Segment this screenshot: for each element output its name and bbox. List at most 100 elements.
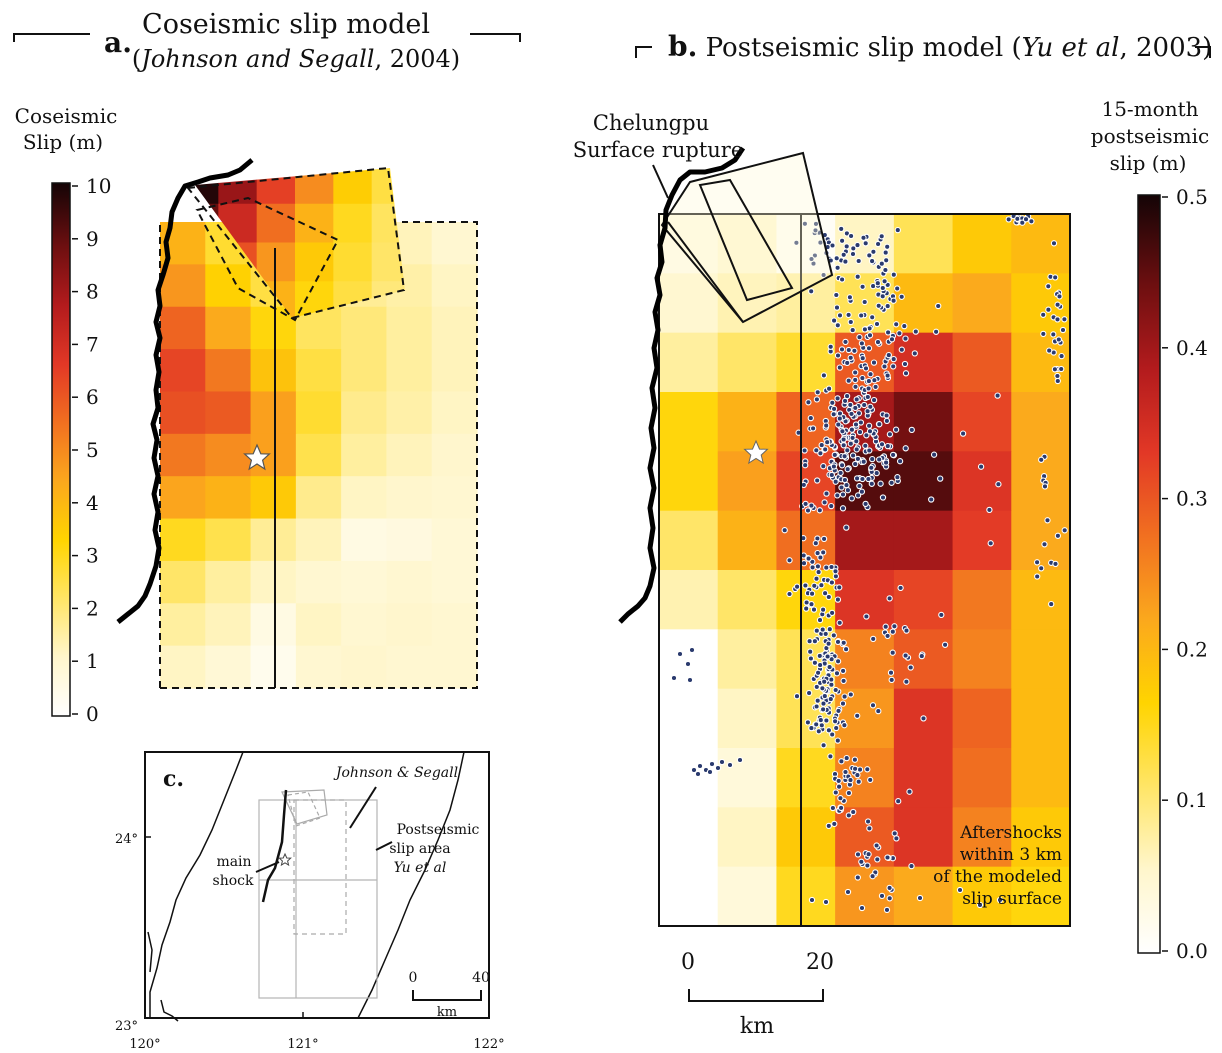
colorbar-a-tick-label: 9 xyxy=(86,227,99,251)
aftershock-dot xyxy=(847,776,854,784)
postseismic-slip-cell xyxy=(659,510,719,571)
aftershock-dot xyxy=(894,474,901,481)
aftershock-dot xyxy=(1040,311,1047,318)
colorbar-b-ticks: 0.5 0.4 0.3 0.2 0.1 0.0 xyxy=(1162,185,1208,963)
aftershock-dot xyxy=(804,719,812,726)
aftershock-dot xyxy=(847,401,854,409)
postseismic-slip-cell xyxy=(717,807,778,868)
aftershock-dot xyxy=(986,506,993,514)
aftershock-dot xyxy=(888,479,895,486)
colorbar-a-tick-label: 8 xyxy=(86,280,99,304)
aftershock-dot xyxy=(838,276,846,283)
panel-a: a. Coseismic slip model (Johnson and Seg… xyxy=(13,9,521,726)
aftershock-dot xyxy=(977,463,985,470)
aftershock-dot xyxy=(861,326,869,333)
postseismic-slip-cell xyxy=(659,332,719,393)
panel-a-citation-authors: Johnson and Segall xyxy=(136,45,374,73)
aftershock-dot xyxy=(828,563,835,571)
panel-a-citation-year: , 2004) xyxy=(374,45,460,73)
aftershock-dot xyxy=(867,403,874,410)
inset-fault-outlines xyxy=(258,789,378,999)
aftershock-dot xyxy=(854,771,861,779)
aftershock-dot xyxy=(884,372,891,379)
colorbar-a-tick-label: 0 xyxy=(86,702,99,726)
postseismic-slip-cell xyxy=(1011,807,1071,868)
aftershock-dot xyxy=(890,363,897,370)
postseismic-slip-cell xyxy=(717,392,778,452)
coseismic-slip-cell xyxy=(386,518,433,562)
aftershock-dot xyxy=(888,336,896,343)
aftershock-dot xyxy=(807,655,815,662)
aftershock-dot xyxy=(844,888,852,896)
aftershock-dot xyxy=(1028,218,1035,225)
aftershock-dot xyxy=(901,322,908,330)
scale-b-tick-0: 0 xyxy=(681,950,695,975)
coseismic-slip-cell xyxy=(386,391,433,435)
aftershock-dot xyxy=(879,494,887,501)
postseismic-slip-cell xyxy=(893,570,954,630)
aftershock-dot xyxy=(718,758,726,766)
aftershock-dot xyxy=(868,257,876,265)
aftershock-dot xyxy=(820,271,827,279)
aftershock-dot xyxy=(859,374,866,382)
aftershock-dot xyxy=(736,756,744,764)
aftershock-dot xyxy=(854,492,862,499)
aftershock-dot xyxy=(932,328,940,335)
aftershock-dot xyxy=(866,447,873,454)
coseismic-slip-cell xyxy=(431,476,478,520)
inset-lon-label-120: 120° xyxy=(129,1037,160,1052)
postseismic-slip-cell xyxy=(776,866,836,927)
aftershock-dot xyxy=(1005,216,1012,223)
aftershock-dot xyxy=(873,320,881,328)
colorbar-a-tick-label: 6 xyxy=(86,385,99,409)
aftershock-dot xyxy=(827,753,834,760)
postseismic-slip-cell xyxy=(717,510,778,571)
aftershock-dot xyxy=(882,623,889,630)
aftershock-dot xyxy=(855,778,862,785)
coseismic-slip-cell xyxy=(295,391,342,435)
aftershock-dot xyxy=(809,425,817,432)
coseismic-upper-slip-cell xyxy=(256,203,296,244)
aftershock-dot xyxy=(821,590,829,597)
aftershock-dot xyxy=(830,405,838,413)
aftershock-dot xyxy=(864,862,871,869)
aftershock-dot xyxy=(839,505,847,512)
aftershock-dot xyxy=(853,446,860,453)
postseismic-slip-cell xyxy=(659,570,719,630)
aftershock-dot xyxy=(825,593,832,601)
aftershock-dot xyxy=(855,257,862,265)
aftershock-dot xyxy=(847,691,854,698)
coseismic-slip-map xyxy=(116,158,478,689)
aftershock-caption: Aftershocks within 3 km of the modeled s… xyxy=(933,823,1062,909)
aftershock-dot xyxy=(854,874,861,881)
postseismic-slip-cell xyxy=(952,570,1012,630)
postseismic-slip-cell xyxy=(893,214,954,274)
inset-lon-label-122: 122° xyxy=(473,1037,504,1052)
aftershock-dot xyxy=(809,564,816,571)
aftershock-dot xyxy=(889,649,896,656)
aftershock-dot xyxy=(863,432,870,439)
aftershock-dot xyxy=(890,355,897,363)
aftershock-dot xyxy=(825,822,832,830)
coseismic-slip-cell xyxy=(295,433,342,477)
panel-b-title-main: Postseismic slip model xyxy=(706,33,1004,63)
coseismic-slip-cell xyxy=(431,306,478,350)
coseismic-slip-cell xyxy=(431,603,478,647)
aftershock-label-line4: slip surface xyxy=(962,889,1062,909)
aftershock-dot xyxy=(836,312,844,319)
coseismic-slip-cell xyxy=(205,476,252,520)
aftershock-dot xyxy=(862,240,869,247)
aftershock-dot xyxy=(854,273,861,280)
panel-b-title-text: b. Postseismic slip model (Yu et al, 200… xyxy=(668,30,1212,63)
aftershock-dot xyxy=(793,583,801,590)
coseismic-slip-cell xyxy=(431,645,478,689)
aftershock-dot xyxy=(838,346,846,353)
aftershock-dot xyxy=(801,447,808,454)
aftershock-dot xyxy=(811,638,819,645)
inset-lat-label-23: 23° xyxy=(115,1019,138,1034)
aftershock-dot xyxy=(827,343,834,350)
aftershock-dot xyxy=(828,579,836,586)
coseismic-slip-cell xyxy=(341,518,388,562)
aftershock-dot xyxy=(879,293,886,300)
aftershock-dot xyxy=(843,754,850,762)
